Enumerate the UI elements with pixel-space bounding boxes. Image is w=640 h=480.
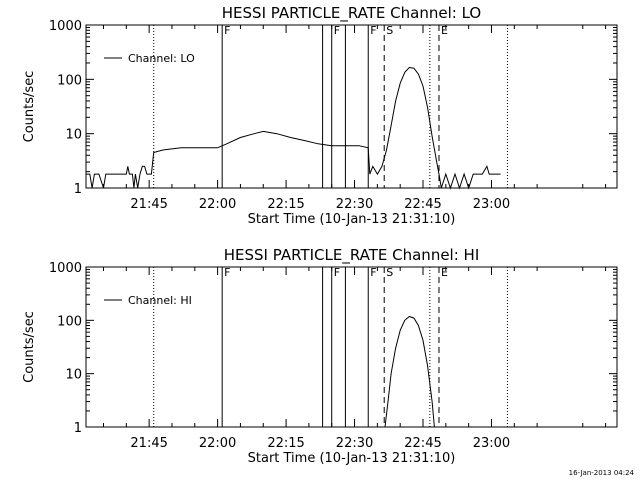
chart-title: HESSI PARTICLE_RATE Channel: LO [222,4,481,23]
series-line-0 [384,315,435,428]
x-tick-label: 21:45 [130,197,167,212]
plot-frame [85,24,618,189]
chart-panel-0: HESSI PARTICLE_RATE Channel: LO 1 10 100 100… [22,4,618,227]
time-marker-label: F [224,24,230,37]
x-tick-label: 22:30 [336,436,373,451]
y-tick-label: 10 [65,368,82,383]
y-tick-label: 1000 [49,19,82,34]
y-tick-label: 100 [57,73,82,88]
y-tick-label: 10 [65,128,82,143]
chart-title: HESSI PARTICLE_RATE Channel: HI [224,246,480,265]
y-axis-label: Counts/sec [22,311,37,383]
x-tick-label: 22:15 [267,197,304,212]
y-axis-label: Counts/sec [22,71,37,143]
time-marker-label: F [334,24,340,37]
x-tick-label: 22:45 [404,436,441,451]
y-tick-label: 1 [74,182,82,197]
chart-panel-1: HESSI PARTICLE_RATE Channel: HI 1 10 100 100… [22,246,618,466]
x-axis-label: Start Time (10-Jan-13 21:31:10) [248,212,456,227]
x-axis-label: Start Time (10-Jan-13 21:31:10) [248,451,456,466]
time-marker-label: F [370,266,376,279]
time-marker-label: E [441,24,448,37]
series-line-0 [86,66,501,190]
time-marker-label: S [386,24,393,37]
legend-label: Channel: HI [128,294,192,307]
x-tick-label: 22:30 [336,197,373,212]
generation-timestamp: 16-Jan-2013 04:24 [568,469,634,477]
y-tick-label: 100 [57,314,82,329]
plot-frame [85,266,618,428]
y-tick-label: 1000 [49,261,82,276]
time-marker-label: F [334,266,340,279]
time-marker-label: F [370,24,376,37]
x-tick-label: 23:00 [473,197,510,212]
legend-label: Channel: LO [128,52,195,65]
x-tick-label: 22:00 [199,197,236,212]
x-tick-label: 21:45 [130,436,167,451]
time-marker-label: F [224,266,230,279]
time-marker-label: E [441,266,448,279]
x-tick-label: 22:15 [267,436,304,451]
x-tick-label: 22:00 [199,436,236,451]
y-tick-label: 1 [74,421,82,436]
x-tick-label: 23:00 [473,436,510,451]
time-marker-label: S [386,266,393,279]
x-tick-label: 22:45 [404,197,441,212]
